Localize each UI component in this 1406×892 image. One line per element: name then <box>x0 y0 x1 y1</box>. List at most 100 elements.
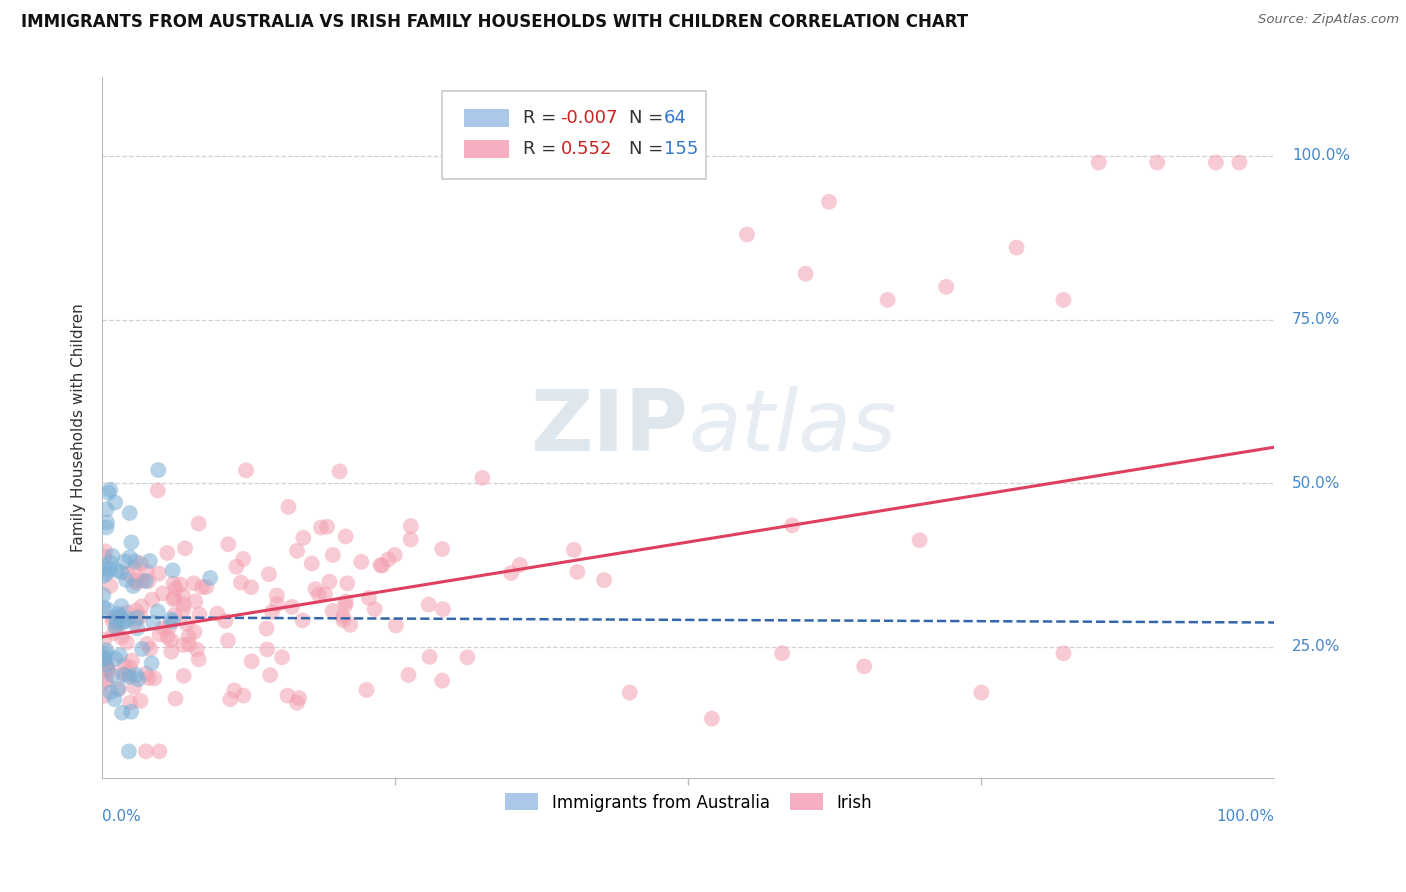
Point <box>114 614 136 628</box>
Point <box>329 464 352 478</box>
Point <box>108 648 131 663</box>
Point <box>200 571 222 585</box>
Point <box>115 635 138 649</box>
Point <box>108 682 131 697</box>
Text: 64: 64 <box>664 109 686 127</box>
Point <box>735 227 758 242</box>
Point <box>94 651 117 665</box>
Point <box>129 609 152 624</box>
Point <box>101 614 124 628</box>
Point <box>1052 646 1074 660</box>
Point <box>135 574 157 588</box>
Point <box>195 580 218 594</box>
Point <box>98 556 121 570</box>
Point <box>172 588 194 602</box>
Point <box>118 550 141 565</box>
Point <box>149 627 172 641</box>
Point <box>110 566 132 580</box>
Point <box>107 681 129 696</box>
Point <box>217 633 239 648</box>
Point <box>471 471 494 485</box>
Point <box>143 671 166 685</box>
Point <box>125 603 148 617</box>
Point <box>125 576 148 591</box>
Point <box>157 620 180 634</box>
Text: 0.0%: 0.0% <box>103 809 141 824</box>
Point <box>277 500 299 514</box>
Point <box>129 694 152 708</box>
Point <box>619 685 641 699</box>
Point <box>357 591 380 605</box>
Point <box>129 557 152 571</box>
Point <box>363 602 385 616</box>
Point <box>217 537 239 551</box>
Point <box>1227 155 1250 169</box>
Point <box>794 267 817 281</box>
Point <box>770 646 793 660</box>
Point <box>356 683 378 698</box>
Point <box>322 548 344 562</box>
Point <box>93 662 115 676</box>
Point <box>350 555 373 569</box>
Point <box>156 630 179 644</box>
Point <box>112 658 135 673</box>
Point <box>139 554 162 568</box>
Point <box>174 541 197 556</box>
Point <box>104 495 127 509</box>
Point <box>124 555 146 569</box>
Point <box>169 577 191 591</box>
Point <box>96 516 118 530</box>
Point <box>240 580 263 594</box>
Point <box>122 579 145 593</box>
Point <box>104 620 127 634</box>
Point <box>160 633 183 648</box>
Point <box>335 529 357 543</box>
Point <box>107 607 129 621</box>
Point <box>138 671 160 685</box>
Point <box>176 616 198 631</box>
Point <box>152 621 174 635</box>
Text: 100.0%: 100.0% <box>1216 809 1274 824</box>
Point <box>276 689 298 703</box>
Point <box>127 621 149 635</box>
Point <box>146 483 169 498</box>
Point <box>316 519 339 533</box>
Point <box>165 691 187 706</box>
Point <box>456 650 478 665</box>
Point <box>103 692 125 706</box>
Point <box>105 564 128 578</box>
Point <box>100 579 122 593</box>
Point <box>172 638 194 652</box>
Point <box>229 575 252 590</box>
Bar <box>464 140 509 158</box>
Point <box>101 668 124 682</box>
Point <box>332 613 354 627</box>
Point <box>399 519 422 533</box>
Point <box>173 598 195 612</box>
Point <box>141 657 163 671</box>
Point <box>156 546 179 560</box>
Point <box>114 667 136 681</box>
Point <box>93 600 115 615</box>
Point <box>399 533 422 547</box>
Point <box>292 531 315 545</box>
Point <box>567 565 589 579</box>
Point <box>187 652 209 666</box>
Point <box>370 558 392 573</box>
Point <box>135 744 157 758</box>
Point <box>232 689 254 703</box>
Point <box>139 641 162 656</box>
Point <box>131 574 153 588</box>
Point <box>148 566 170 581</box>
Point <box>162 614 184 628</box>
Point <box>96 520 118 534</box>
Point <box>700 712 723 726</box>
Point <box>271 650 294 665</box>
Point <box>118 506 141 520</box>
Point <box>224 683 246 698</box>
Point <box>98 483 121 497</box>
Point <box>235 463 257 477</box>
Point <box>184 594 207 608</box>
Point <box>125 667 148 681</box>
Text: -0.007: -0.007 <box>561 109 619 127</box>
